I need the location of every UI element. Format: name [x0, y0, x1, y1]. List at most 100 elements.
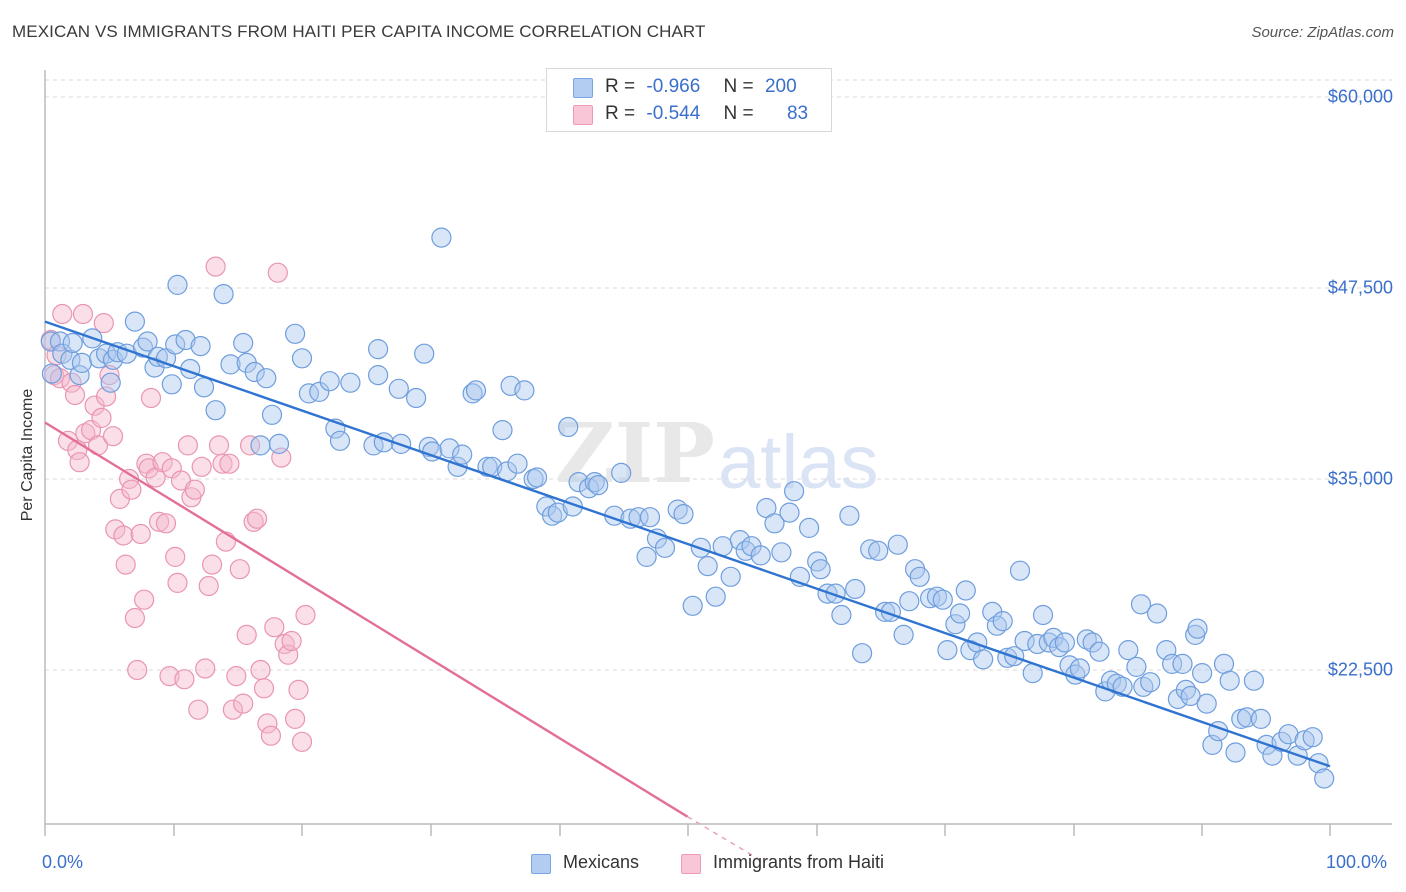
mexican-point-38 [285, 323, 306, 344]
mexican-point-50 [388, 378, 409, 399]
y-tick-47500: $47,500 [1327, 277, 1393, 298]
mexican-point-90 [682, 595, 703, 616]
mexican-point-64 [492, 420, 513, 441]
mexican-point-57 [439, 438, 460, 459]
mexican-point-115 [860, 539, 881, 560]
haiti-point-22 [113, 525, 134, 546]
legend-row-haiti: R = -0.544 N = 83 [605, 103, 808, 127]
bottom-legend-label-mexicans: Mexicans [563, 852, 640, 872]
mexican-point-177 [1219, 670, 1240, 691]
mexican-point-110 [825, 583, 846, 604]
haiti-point-4 [52, 303, 73, 325]
bottom-legend-swatch-haiti [681, 854, 701, 874]
mexican-point-93 [705, 586, 726, 607]
mexican-point-99 [750, 545, 771, 566]
mexican-point-26 [190, 336, 211, 357]
haiti-point-34 [149, 511, 170, 532]
mexican-point-56 [431, 227, 452, 248]
mexican-point-39 [291, 348, 313, 369]
mexican-point-147 [1054, 632, 1076, 653]
watermark: ZIP atlas [555, 406, 879, 505]
mexican-point-139 [1009, 560, 1031, 581]
haiti-point-52 [208, 435, 230, 456]
mexican-point-70 [526, 467, 548, 488]
haiti-point-73 [281, 630, 302, 652]
bottom-legend-mexicans: Mexicans [531, 852, 640, 874]
legend-r-label: R = [605, 103, 636, 124]
mexican-point-114 [851, 643, 873, 664]
mexican-point-47 [368, 365, 389, 386]
mexican-point-84 [636, 546, 657, 568]
haiti-point-67 [260, 725, 281, 746]
mexican-point-60 [462, 383, 483, 404]
mexican-point-3 [52, 343, 73, 364]
mexican-point-35 [256, 368, 277, 389]
mexican-point-191 [1314, 768, 1335, 789]
haiti-point-61 [240, 435, 261, 456]
bottom-legend-haiti: Immigrants from Haiti [681, 852, 884, 874]
mexican-point-61 [465, 380, 487, 401]
mexican-point-133 [972, 649, 994, 670]
mexican-point-106 [798, 517, 820, 539]
mexican-point-173 [1196, 693, 1217, 714]
legend-swatch-haiti [573, 105, 593, 125]
mexican-point-112 [839, 505, 860, 526]
haiti-point-10 [72, 303, 94, 325]
mexican-point-69 [523, 468, 544, 490]
mexican-point-171 [1187, 618, 1208, 639]
haiti-point-54 [215, 531, 236, 552]
haiti-point-32 [140, 387, 162, 409]
watermark-zip: ZIP [555, 406, 715, 502]
haiti-point-23 [115, 554, 136, 575]
mexican-point-72 [541, 505, 563, 526]
mexican-point-165 [1161, 653, 1183, 675]
mexican-point-126 [932, 589, 953, 610]
x-tick-100: 100.0% [1326, 852, 1388, 872]
mexican-point-6 [69, 365, 90, 386]
haiti-point-6 [61, 372, 82, 393]
mexican-point-102 [771, 542, 792, 563]
mexican-point-104 [783, 481, 805, 502]
mexican-point-44 [329, 430, 351, 451]
mexican-point-185 [1271, 731, 1292, 752]
mexican-point-59 [452, 444, 473, 465]
mexican-point-151 [1076, 629, 1097, 650]
mexican-point-4 [60, 349, 81, 370]
mexican-point-157 [1112, 676, 1133, 697]
y-tick-22500: $22,500 [1327, 659, 1393, 680]
mexican-point-125 [926, 586, 948, 607]
mexican-point-17 [137, 331, 158, 352]
mexican-point-76 [568, 472, 589, 493]
mexican-point-52 [406, 387, 427, 409]
mexican-point-188 [1294, 730, 1315, 751]
mexican-point-108 [810, 559, 831, 580]
mexican-point-2 [49, 331, 71, 352]
haiti-point-9 [69, 452, 90, 473]
haiti-point-46 [188, 699, 209, 720]
haiti-point-76 [291, 731, 313, 752]
mexican-point-42 [319, 371, 340, 392]
legend-r-value: -0.966 [646, 76, 701, 97]
haiti-point-55 [219, 453, 240, 474]
mexican-point-124 [919, 588, 941, 609]
mexican-point-123 [909, 566, 930, 587]
haiti-point-11 [75, 423, 96, 444]
mexican-point-22 [165, 334, 186, 355]
legend-swatch-mexicans [573, 78, 593, 98]
mexican-point-11 [100, 372, 121, 393]
source-label: Source: ZipAtlas.com [1251, 24, 1394, 41]
haiti-point-62 [243, 511, 264, 532]
mexican-point-23 [167, 274, 188, 295]
watermark-atlas: atlas [718, 420, 879, 505]
mexican-point-48 [368, 339, 389, 360]
mexican-point-78 [584, 472, 605, 493]
haiti-point-58 [229, 559, 250, 580]
haiti-point-68 [264, 617, 285, 638]
haiti-point-65 [253, 678, 275, 699]
legend-n-value: 200 [764, 76, 797, 97]
haiti-point-39 [165, 546, 186, 568]
haiti-point-75 [288, 679, 309, 701]
y-tick-35000: $35,000 [1327, 468, 1393, 489]
mexican-point-34 [250, 435, 271, 456]
